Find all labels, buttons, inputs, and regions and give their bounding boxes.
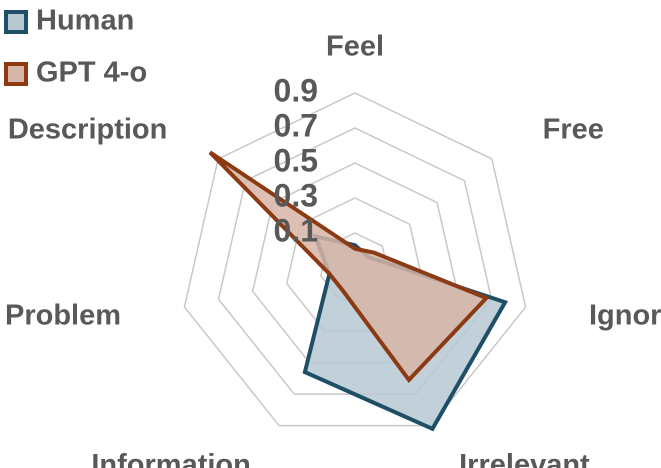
tick-label: 0.7 — [274, 107, 318, 143]
series-area — [208, 150, 490, 384]
legend-label: GPT 4-o — [36, 57, 147, 89]
tick-label: 0.1 — [274, 212, 318, 248]
legend-swatch — [4, 10, 28, 34]
tick-label: 0.9 — [274, 72, 318, 108]
axis-label: Description — [8, 113, 168, 145]
legend-swatch — [4, 62, 28, 86]
axis-label: Ignore — [589, 300, 661, 332]
tick-label: 0.5 — [274, 142, 318, 178]
axis-label: Free — [543, 113, 604, 145]
axis-label: Feel — [326, 31, 384, 63]
grid-ring — [183, 92, 527, 427]
legend-label: Human — [36, 5, 134, 37]
axis-label: Irrelevant — [459, 449, 590, 468]
axis-label: Information — [91, 449, 251, 468]
tick-label: 0.3 — [274, 177, 318, 213]
axis-label: Problem — [5, 300, 121, 332]
